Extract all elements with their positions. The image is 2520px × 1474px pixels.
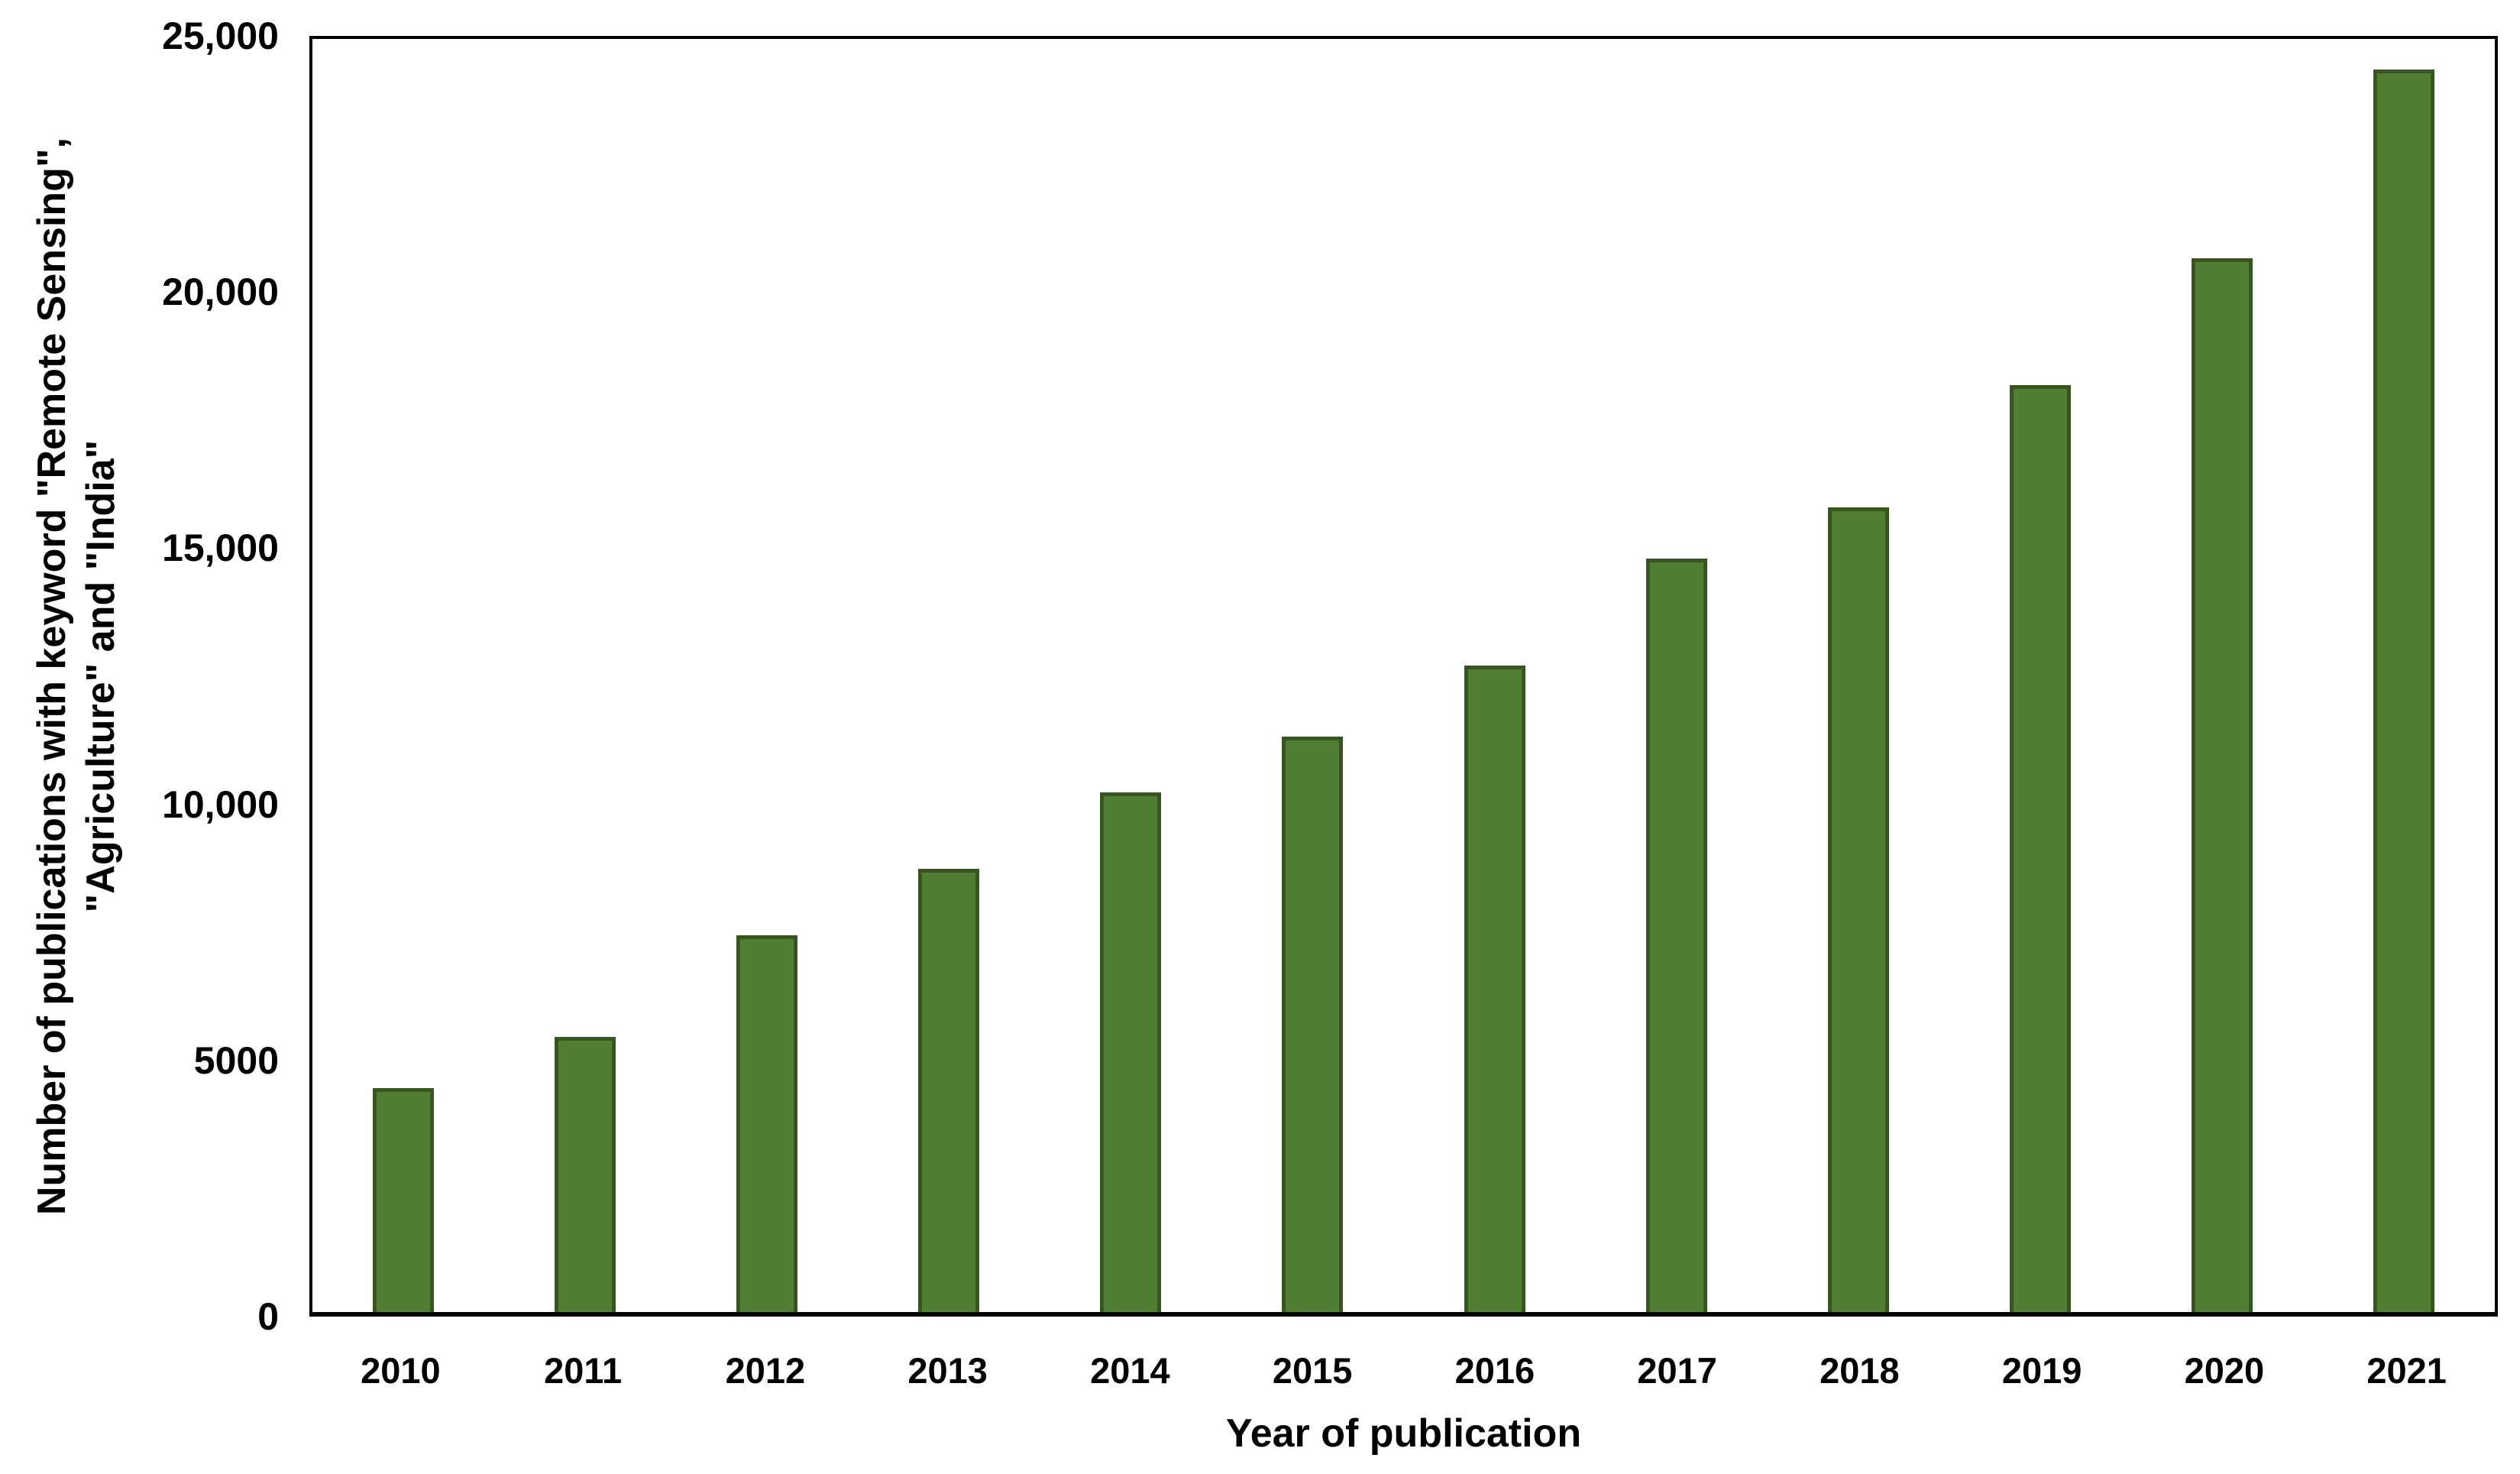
x-tick-label-2016: 2016 — [1454, 1350, 1535, 1391]
x-tick-label-2013: 2013 — [907, 1350, 988, 1391]
bar-2016 — [1464, 665, 1525, 1312]
y-tick-label-10000: 10,000 — [162, 782, 279, 826]
y-tick-label-0: 0 — [257, 1295, 279, 1338]
bar-2021 — [2373, 69, 2434, 1312]
y-tick-label-15000: 15,000 — [162, 526, 279, 570]
bar-2020 — [2191, 258, 2253, 1312]
x-axis-title: Year of publication — [1225, 1411, 1582, 1456]
bar-2019 — [2009, 385, 2071, 1312]
y-tick-label-25000: 25,000 — [162, 15, 279, 57]
x-axis-tick-labels: 2010 2011 2012 2013 2014 2015 2016 2017 2018 2019… — [309, 1348, 2498, 1394]
bar-2011 — [555, 1037, 616, 1312]
plot-area — [309, 36, 2498, 1317]
x-tick-label-2019: 2019 — [2001, 1350, 2082, 1391]
x-tick-label-2020: 2020 — [2184, 1350, 2265, 1391]
bar-2015 — [1282, 736, 1344, 1312]
bar-2017 — [1645, 558, 1707, 1312]
x-tick-label-2021: 2021 — [2366, 1350, 2447, 1391]
bar-series — [312, 39, 2495, 1312]
x-tick-label-2018: 2018 — [1820, 1350, 1900, 1391]
x-tick-label-2014: 2014 — [1090, 1350, 1170, 1391]
bar-2018 — [1827, 507, 1889, 1312]
bar-2013 — [918, 869, 980, 1312]
x-tick-label-2015: 2015 — [1272, 1350, 1353, 1391]
bar-2014 — [1100, 792, 1162, 1312]
bar-2010 — [373, 1087, 435, 1312]
x-tick-label-2011: 2011 — [544, 1350, 623, 1391]
x-tick-label-2010: 2010 — [361, 1350, 441, 1391]
y-axis-tick-labels: 0 5000 10,000 15,000 20,000 25,000 — [0, 17, 279, 1336]
y-tick-label-5000: 5000 — [193, 1038, 279, 1082]
bar-2012 — [736, 935, 798, 1312]
y-tick-label-20000: 20,000 — [162, 271, 279, 314]
x-tick-label-2017: 2017 — [1637, 1350, 1717, 1391]
x-tick-label-2012: 2012 — [725, 1350, 806, 1391]
